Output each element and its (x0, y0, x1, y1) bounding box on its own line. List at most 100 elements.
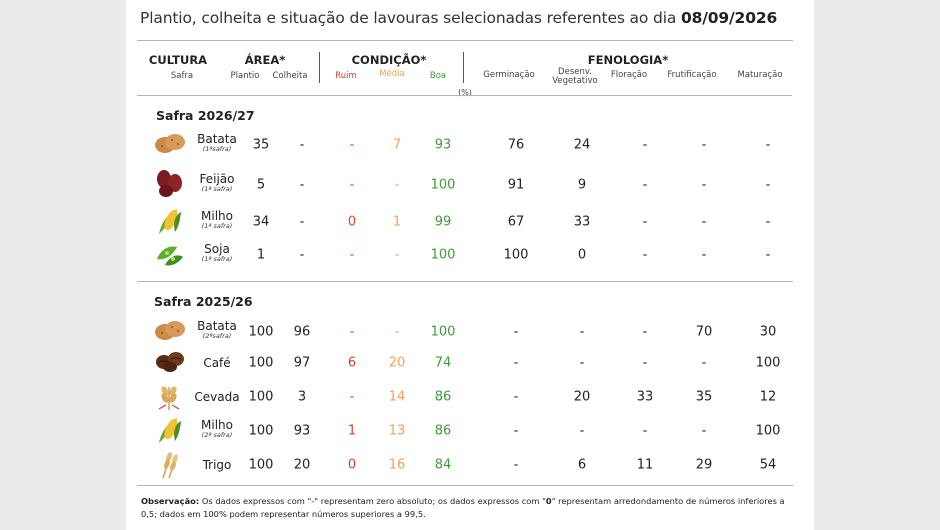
header-percent-unit: (%) (458, 88, 472, 97)
cell-maturacao: - (765, 214, 771, 230)
cell-desenv-vegetativo: 33 (573, 214, 591, 230)
crop-name: Soja (204, 242, 230, 256)
cell-media: 20 (388, 355, 406, 371)
crop-name: Milho (201, 209, 233, 223)
cell-desenv-vegetativo: - (579, 423, 585, 439)
cell-media: 7 (392, 137, 402, 153)
cell-maturacao: - (765, 177, 771, 193)
cell-frutificacao: - (701, 137, 707, 153)
cell-colheita: - (299, 137, 305, 153)
cell-boa: 100 (430, 247, 456, 263)
cell-plantio: 35 (252, 137, 270, 153)
section-title-2025-26: Safra 2025/26 (154, 294, 253, 309)
cell-maturacao: 12 (759, 389, 777, 405)
cell-boa: 86 (434, 389, 452, 405)
cell-floracao: - (642, 177, 648, 193)
cell-frutificacao: 29 (695, 457, 713, 473)
header-plantio: Plantio (230, 71, 260, 81)
cell-frutificacao: - (701, 177, 707, 193)
header-fenologia: FENOLOGIA* (587, 53, 669, 67)
cell-frutificacao: - (701, 247, 707, 263)
crop-milho: Milho (2ª safra) (153, 415, 263, 447)
header-ruim: Ruim (335, 71, 357, 81)
cell-colheita: - (299, 247, 305, 263)
cell-desenv-vegetativo: 0 (577, 247, 587, 263)
cell-maturacao: 54 (759, 457, 777, 473)
cell-germinacao: - (513, 355, 519, 371)
header-maturacao: Maturação (737, 70, 783, 80)
crop-name: Batata (197, 319, 237, 333)
cell-colheita: - (299, 177, 305, 193)
header-desenv-vegetativo: Desenv. Vegetativo (552, 67, 598, 86)
title-text: Plantio, colheita e situação de lavouras… (140, 9, 681, 27)
cell-colheita: 3 (297, 389, 307, 405)
header-germinacao: Germinação (483, 70, 535, 80)
cell-floracao: - (642, 423, 648, 439)
crop-name: Milho (201, 418, 233, 432)
cell-maturacao: 100 (755, 423, 781, 439)
header-media: Média (379, 69, 405, 79)
cell-ruim: - (349, 137, 355, 153)
crop-name: Cevada (194, 390, 240, 404)
crop-trigo: Trigo (153, 449, 263, 481)
crop-name: Batata (197, 132, 237, 146)
cell-plantio: 100 (248, 457, 274, 473)
cell-colheita: 97 (293, 355, 311, 371)
header-boa: Boa (429, 71, 447, 81)
cell-frutificacao: - (701, 214, 707, 230)
cell-maturacao: - (765, 137, 771, 153)
cell-colheita: 93 (293, 423, 311, 439)
header-colheita: Colheita (272, 71, 308, 81)
section-title-2026-27: Safra 2026/27 (156, 108, 255, 123)
cell-floracao: - (642, 324, 648, 340)
cell-frutificacao: 35 (695, 389, 713, 405)
crop-feijao: Feijão (1ª safra) (153, 169, 263, 201)
header-floracao: Floração (610, 70, 648, 80)
crop-name: Trigo (202, 458, 232, 472)
page-title: Plantio, colheita e situação de lavouras… (140, 9, 777, 27)
header-condicao: CONDIÇÃO* (351, 53, 427, 67)
cell-media: 14 (388, 389, 406, 405)
cell-frutificacao: - (701, 355, 707, 371)
cell-desenv-vegetativo: - (579, 355, 585, 371)
cell-desenv-vegetativo: 9 (577, 177, 587, 193)
header-top-rule (137, 40, 793, 41)
cell-ruim: 0 (347, 457, 357, 473)
cell-colheita: 96 (293, 324, 311, 340)
crop-safra-label: (1ªsafra) (202, 145, 232, 153)
header-bottom-rule (137, 95, 792, 96)
title-date: 08/09/2026 (681, 9, 778, 27)
cell-maturacao: 30 (759, 324, 777, 340)
header-area: ÁREA* (244, 53, 286, 67)
cell-ruim: 1 (347, 423, 357, 439)
cell-colheita: - (299, 214, 305, 230)
cell-desenv-vegetativo: 24 (573, 137, 591, 153)
cell-boa: 93 (434, 137, 452, 153)
cell-boa: 74 (434, 355, 452, 371)
report-page: Plantio, colheita e situação de lavouras… (126, 0, 814, 530)
cell-desenv-vegetativo: 6 (577, 457, 587, 473)
cell-germinacao: 91 (507, 177, 525, 193)
cell-desenv-vegetativo: - (579, 324, 585, 340)
cell-colheita: 20 (293, 457, 311, 473)
cell-boa: 84 (434, 457, 452, 473)
crop-milho: Milho (1ª safra) (153, 206, 263, 238)
cell-plantio: 34 (252, 214, 270, 230)
cell-ruim: - (349, 177, 355, 193)
cell-plantio: 100 (248, 389, 274, 405)
cell-media: 16 (388, 457, 406, 473)
cell-germinacao: - (513, 324, 519, 340)
cell-ruim: - (349, 247, 355, 263)
crop-name: Feijão (199, 172, 235, 186)
cell-media: - (394, 324, 400, 340)
cell-boa: 100 (430, 324, 456, 340)
crop-cevada: Cevada (153, 381, 263, 413)
crop-batata: Batata (2ªsafra) (153, 316, 263, 348)
cell-germinacao: 76 (507, 137, 525, 153)
cell-floracao: - (642, 247, 648, 263)
section-divider (137, 281, 793, 282)
observation-note: Observação: Os dados expressos com "-" r… (141, 496, 785, 519)
cell-media: - (394, 247, 400, 263)
cell-ruim: - (349, 324, 355, 340)
cell-frutificacao: - (701, 423, 707, 439)
